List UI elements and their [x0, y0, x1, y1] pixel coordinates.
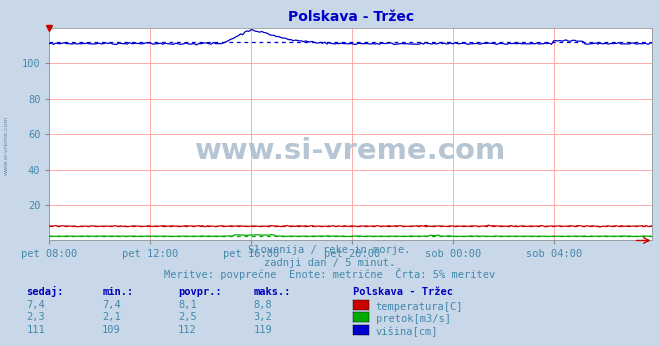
Text: 8,8: 8,8	[254, 300, 272, 310]
Text: www.si-vreme.com: www.si-vreme.com	[195, 137, 507, 165]
Text: sedaj:: sedaj:	[26, 286, 64, 297]
Text: zadnji dan / 5 minut.: zadnji dan / 5 minut.	[264, 258, 395, 268]
Text: 8,1: 8,1	[178, 300, 196, 310]
Text: 2,5: 2,5	[178, 312, 196, 322]
Text: temperatura[C]: temperatura[C]	[376, 302, 463, 311]
Text: www.si-vreme.com: www.si-vreme.com	[4, 116, 9, 175]
Text: Slovenija / reke in morje.: Slovenija / reke in morje.	[248, 245, 411, 255]
Title: Polskava - Tržec: Polskava - Tržec	[288, 10, 414, 24]
Text: 7,4: 7,4	[102, 300, 121, 310]
Text: 119: 119	[254, 325, 272, 335]
Text: povpr.:: povpr.:	[178, 287, 221, 297]
Text: 7,4: 7,4	[26, 300, 45, 310]
Text: pretok[m3/s]: pretok[m3/s]	[376, 314, 451, 324]
Text: Polskava - Tržec: Polskava - Tržec	[353, 287, 453, 297]
Text: maks.:: maks.:	[254, 287, 291, 297]
Text: 109: 109	[102, 325, 121, 335]
Text: 111: 111	[26, 325, 45, 335]
Text: min.:: min.:	[102, 287, 133, 297]
Text: 3,2: 3,2	[254, 312, 272, 322]
Text: 2,3: 2,3	[26, 312, 45, 322]
Text: višina[cm]: višina[cm]	[376, 326, 438, 337]
Text: Meritve: povprečne  Enote: metrične  Črta: 5% meritev: Meritve: povprečne Enote: metrične Črta:…	[164, 268, 495, 280]
Text: 2,1: 2,1	[102, 312, 121, 322]
Text: 112: 112	[178, 325, 196, 335]
